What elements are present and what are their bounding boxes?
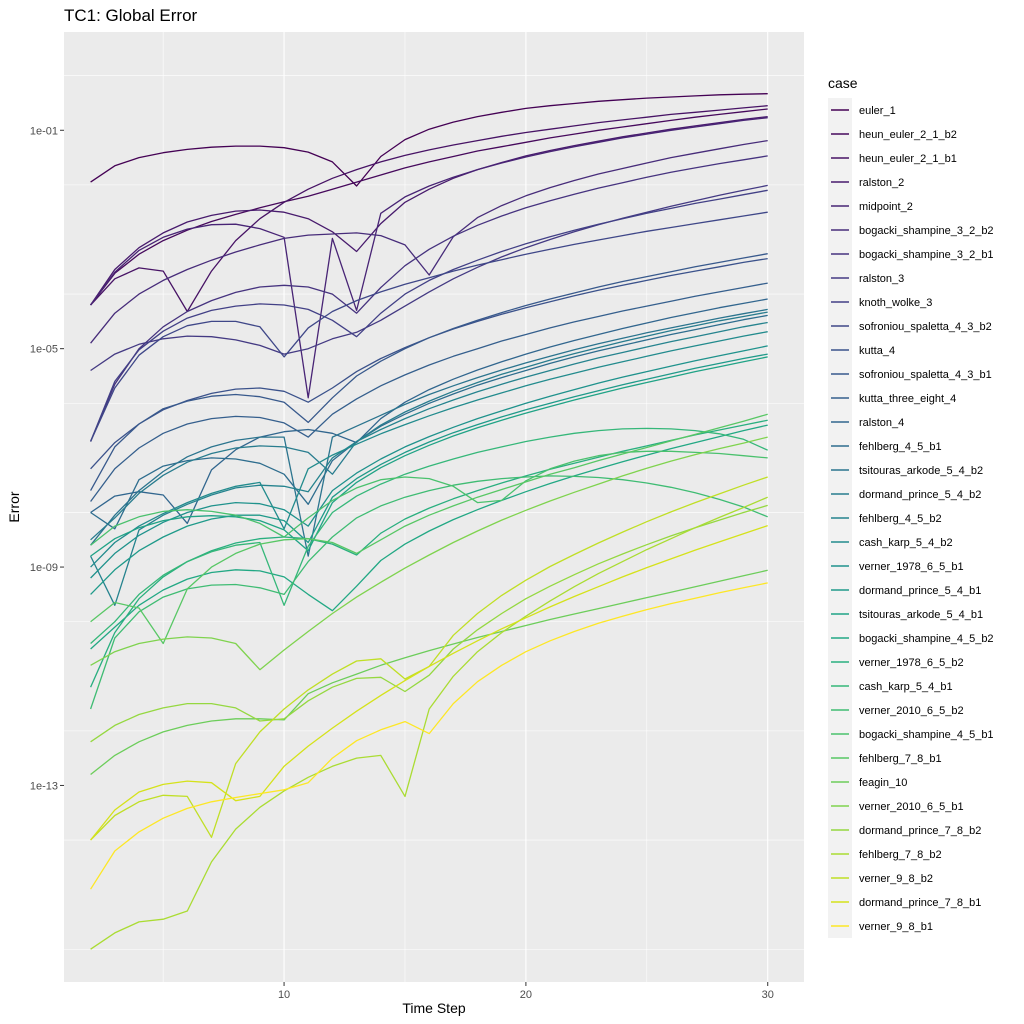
legend-label: verner_2010_6_5_b1: [859, 801, 964, 813]
plot-panel: [64, 32, 804, 982]
legend-label: bogacki_shampine_4_5_b2: [859, 633, 994, 645]
legend-label: verner_1978_6_5_b2: [859, 657, 964, 669]
series-line-verner_1978_6_5_b1: [90, 345, 768, 579]
legend-label: heun_euler_2_1_b2: [859, 129, 957, 141]
series-line-dormand_prince_7_8_b2: [90, 504, 768, 743]
legend-label: sofroniou_spaletta_4_3_b1: [859, 369, 992, 381]
legend-label: kutta_three_eight_4: [859, 393, 956, 405]
series-line-feagin_10: [90, 569, 768, 776]
x-axis: 10 20 30: [278, 982, 774, 1001]
legend-label: kutta_4: [859, 345, 895, 357]
legend-label: fehlberg_4_5_b1: [859, 441, 942, 453]
series-line-verner_2010_6_5_b2: [89, 475, 768, 710]
series-line-cash_karp_5_4_b2: [90, 331, 768, 568]
legend-label: fehlberg_7_8_b2: [859, 849, 942, 861]
series-line-fehlberg_7_8_b2: [90, 496, 768, 950]
legend-label: verner_1978_6_5_b1: [859, 561, 964, 573]
y-tick-label: 1e-01: [30, 125, 58, 137]
series-line-verner_1978_6_5_b2: [90, 419, 768, 688]
legend-label: bogacki_shampine_4_5_b1: [859, 729, 994, 741]
series-line-heun_euler_2_1_b1: [90, 105, 768, 313]
legend-label: knoth_wolke_3: [859, 297, 932, 309]
legend-label: midpoint_2: [859, 201, 913, 213]
series-line-euler_1: [90, 93, 768, 187]
legend-title: case: [828, 75, 858, 91]
legend-label: dormand_prince_7_8_b1: [859, 897, 981, 909]
series-line-midpoint_2: [90, 117, 768, 399]
series-line-ralston_4: [90, 298, 768, 525]
series-line-tsitouras_arkode_5_4_b1: [90, 356, 768, 557]
series-line-kutta_three_eight_4: [90, 282, 768, 502]
y-tick-label: 1e-09: [30, 562, 58, 574]
series-line-fehlberg_7_8_b1: [90, 413, 768, 645]
legend-label: euler_1: [859, 105, 896, 117]
series-line-sofroniou_spaletta_4_3_b1: [90, 253, 768, 491]
series-line-dormand_prince_7_8_b1: [90, 524, 768, 841]
series-lines: [89, 93, 768, 950]
y-tick-label: 1e-05: [30, 344, 58, 356]
series-line-fehlberg_4_5_b2: [90, 321, 768, 606]
legend-label: dormand_prince_5_4_b2: [859, 489, 981, 501]
legend-label: heun_euler_2_1_b1: [859, 153, 957, 165]
series-line-bogacki_shampine_4_5_b1: [90, 450, 768, 546]
legend-label: ralston_2: [859, 177, 904, 189]
series-line-bogacki_shampine_3_2_b2: [90, 139, 768, 344]
legend-label: tsitouras_arkode_5_4_b1: [859, 609, 983, 621]
series-line-bogacki_shampine_3_2_b1: [90, 155, 768, 442]
series-line-knoth_wolke_3: [89, 189, 768, 442]
series-line-fehlberg_4_5_b1: [90, 314, 768, 530]
legend-label: ralston_4: [859, 417, 904, 429]
series-line-sofroniou_spaletta_4_3_b2: [90, 211, 768, 442]
y-tick-label: 1e-13: [30, 780, 58, 792]
series-line-tsitouras_arkode_5_4_b2: [90, 308, 768, 557]
series-line-ralston_2: [90, 115, 768, 306]
x-axis-title: Time Step: [402, 1000, 465, 1016]
x-tick-label: 20: [520, 989, 532, 1001]
legend-label: dormand_prince_5_4_b1: [859, 585, 981, 597]
legend-label: sofroniou_spaletta_4_3_b2: [859, 321, 992, 333]
legend-label: verner_9_8_b1: [859, 921, 933, 933]
series-line-ralston_3: [90, 184, 768, 372]
legend: case euler_1 heun_euler_2_1_b2 heun_euler_…: [828, 75, 994, 938]
legend-label: bogacki_shampine_3_2_b1: [859, 249, 994, 261]
legend-label: verner_2010_6_5_b2: [859, 705, 964, 717]
legend-label: cash_karp_5_4_b1: [859, 681, 953, 693]
legend-label: ralston_3: [859, 273, 904, 285]
legend-label: verner_9_8_b2: [859, 873, 933, 885]
legend-label: feagin_10: [859, 777, 907, 789]
series-line-verner_2010_6_5_b1: [90, 436, 768, 671]
series-line-dormand_prince_5_4_b1: [90, 353, 768, 595]
y-axis-title: Error: [6, 491, 22, 522]
legend-label: bogacki_shampine_3_2_b2: [859, 225, 994, 237]
series-line-cash_karp_5_4_b1: [90, 427, 768, 644]
y-axis: 1e-13 1e-09 1e-05 1e-01: [30, 125, 64, 792]
series-line-verner_9_8_b1: [90, 582, 768, 890]
legend-label: fehlberg_7_8_b1: [859, 753, 942, 765]
x-tick-label: 10: [278, 989, 290, 1001]
legend-label: dormand_prince_7_8_b2: [859, 825, 981, 837]
legend-label: cash_karp_5_4_b2: [859, 537, 953, 549]
legend-label: fehlberg_4_5_b2: [859, 513, 942, 525]
legend-label: tsitouras_arkode_5_4_b2: [859, 465, 983, 477]
series-line-heun_euler_2_1_b2: [90, 108, 768, 306]
series-line-dormand_prince_5_4_b2: [90, 311, 768, 541]
x-tick-label: 30: [762, 989, 774, 1001]
chart-title: TC1: Global Error: [64, 6, 198, 25]
